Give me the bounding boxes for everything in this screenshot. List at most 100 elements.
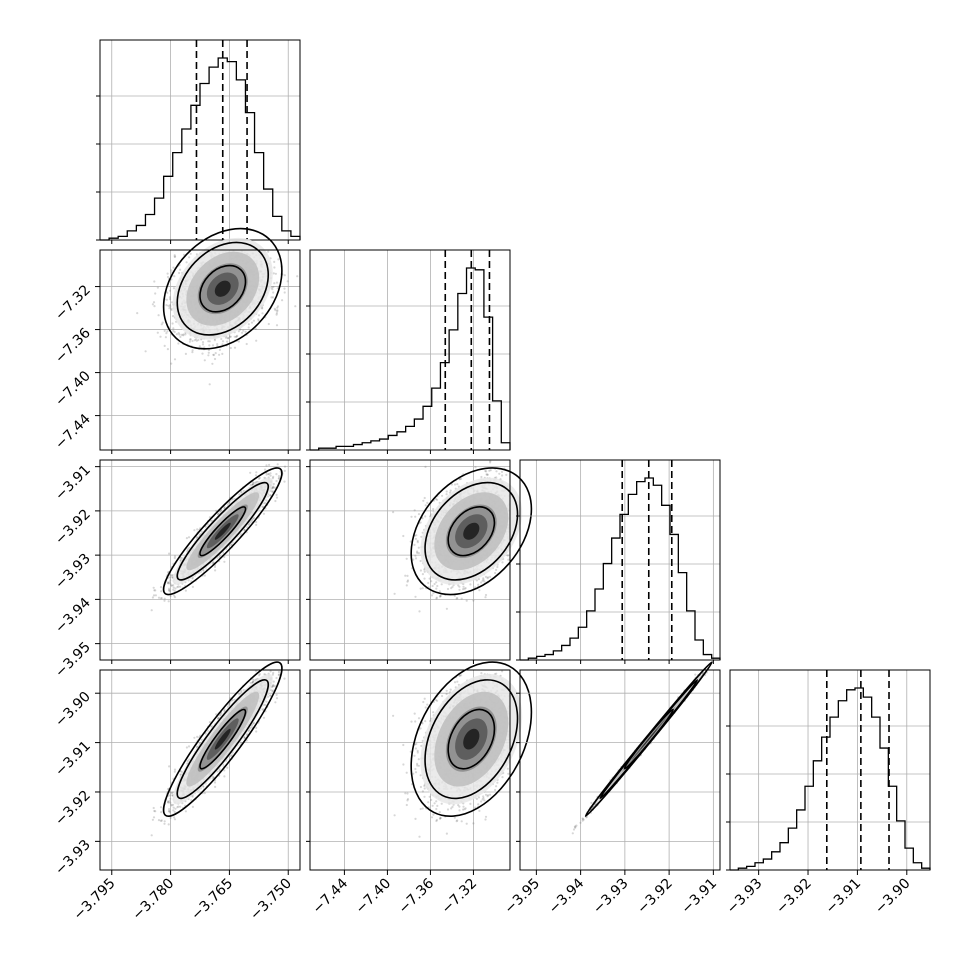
- sample-point: [218, 348, 221, 351]
- sample-point: [179, 335, 182, 338]
- sample-point: [211, 344, 215, 347]
- grid-lines: [310, 250, 510, 450]
- sample-point: [226, 337, 230, 340]
- sample-point: [261, 312, 264, 315]
- sample-point: [159, 586, 163, 589]
- sample-point: [161, 321, 164, 324]
- panel-1-1: [306, 249, 511, 454]
- sample-point: [277, 475, 280, 478]
- y-tick-label: −7.32: [52, 282, 94, 324]
- sample-point: [276, 463, 279, 466]
- sample-point: [220, 337, 223, 341]
- sample-point: [242, 329, 245, 332]
- sample-point: [168, 307, 171, 310]
- sample-point: [144, 350, 147, 353]
- sample-point: [273, 307, 276, 310]
- sample-point: [172, 287, 176, 290]
- sample-point: [152, 301, 156, 304]
- sample-point: [191, 339, 194, 343]
- sample-point: [188, 256, 191, 259]
- sample-point: [203, 574, 206, 577]
- sample-point: [273, 266, 276, 269]
- sample-point: [153, 305, 156, 308]
- sample-point: [275, 496, 279, 499]
- sample-point: [185, 537, 188, 540]
- sample-point: [170, 307, 173, 310]
- sample-point: [276, 306, 279, 309]
- sample-point: [154, 292, 157, 295]
- histogram-step: [100, 57, 301, 241]
- sample-point: [257, 314, 261, 317]
- sample-point: [233, 346, 237, 349]
- sample-point: [165, 332, 168, 335]
- sample-point: [173, 330, 176, 334]
- sample-point: [252, 319, 255, 322]
- grid-lines: [100, 40, 300, 240]
- sample-point: [249, 471, 252, 474]
- sample-point: [283, 465, 287, 468]
- sample-point: [166, 330, 169, 333]
- sample-point: [213, 357, 217, 361]
- sample-point: [270, 296, 273, 299]
- sample-point: [173, 254, 176, 257]
- sample-point: [275, 281, 279, 284]
- sample-point: [267, 472, 270, 476]
- sample-point: [247, 323, 250, 326]
- sample-point: [237, 340, 240, 343]
- panel-frame: [309, 249, 511, 451]
- panel-frame: [99, 39, 301, 241]
- sample-point: [275, 312, 278, 315]
- sample-point: [170, 301, 174, 304]
- sample-point: [255, 471, 258, 474]
- y-tick-label: −7.40: [52, 368, 94, 410]
- sample-point: [274, 499, 277, 503]
- sample-point: [173, 589, 176, 593]
- sample-point: [213, 565, 217, 569]
- sample-point: [169, 304, 172, 307]
- sample-point: [166, 348, 169, 351]
- sample-point: [163, 599, 166, 602]
- sample-point: [191, 349, 194, 352]
- sample-point: [269, 494, 272, 497]
- sample-point: [235, 335, 238, 338]
- sample-point: [286, 280, 289, 283]
- sample-point: [212, 353, 215, 357]
- sample-point: [169, 582, 172, 585]
- sample-point: [164, 336, 167, 339]
- sample-point: [213, 339, 216, 342]
- sample-point: [168, 289, 172, 292]
- sample-point: [178, 333, 181, 336]
- sample-point: [172, 586, 175, 589]
- sample-point: [173, 555, 177, 558]
- sample-point: [247, 326, 250, 329]
- sample-point: [172, 266, 175, 269]
- sample-point: [207, 351, 210, 354]
- sample-point: [163, 344, 166, 347]
- sample-point: [268, 463, 271, 466]
- sample-point: [154, 589, 157, 592]
- sample-point: [218, 353, 221, 356]
- sample-point: [214, 352, 217, 355]
- sample-point: [203, 359, 206, 362]
- sample-point: [283, 287, 286, 290]
- sample-point: [184, 333, 187, 336]
- sample-point: [166, 275, 170, 279]
- sample-point: [189, 338, 192, 341]
- sample-point: [160, 323, 163, 326]
- sample-point: [212, 353, 215, 356]
- histogram-step: [310, 267, 511, 451]
- sample-point: [177, 342, 180, 345]
- sample-point: [163, 329, 166, 332]
- sample-point: [226, 340, 229, 343]
- sample-point: [167, 600, 170, 603]
- sample-point: [167, 304, 170, 307]
- sample-point: [273, 282, 276, 285]
- sample-point: [221, 340, 225, 343]
- sample-point: [182, 253, 186, 256]
- sample-point: [193, 529, 196, 532]
- sample-point: [188, 340, 191, 343]
- sample-point: [173, 255, 176, 258]
- sample-point: [152, 594, 156, 597]
- sample-point: [272, 486, 275, 489]
